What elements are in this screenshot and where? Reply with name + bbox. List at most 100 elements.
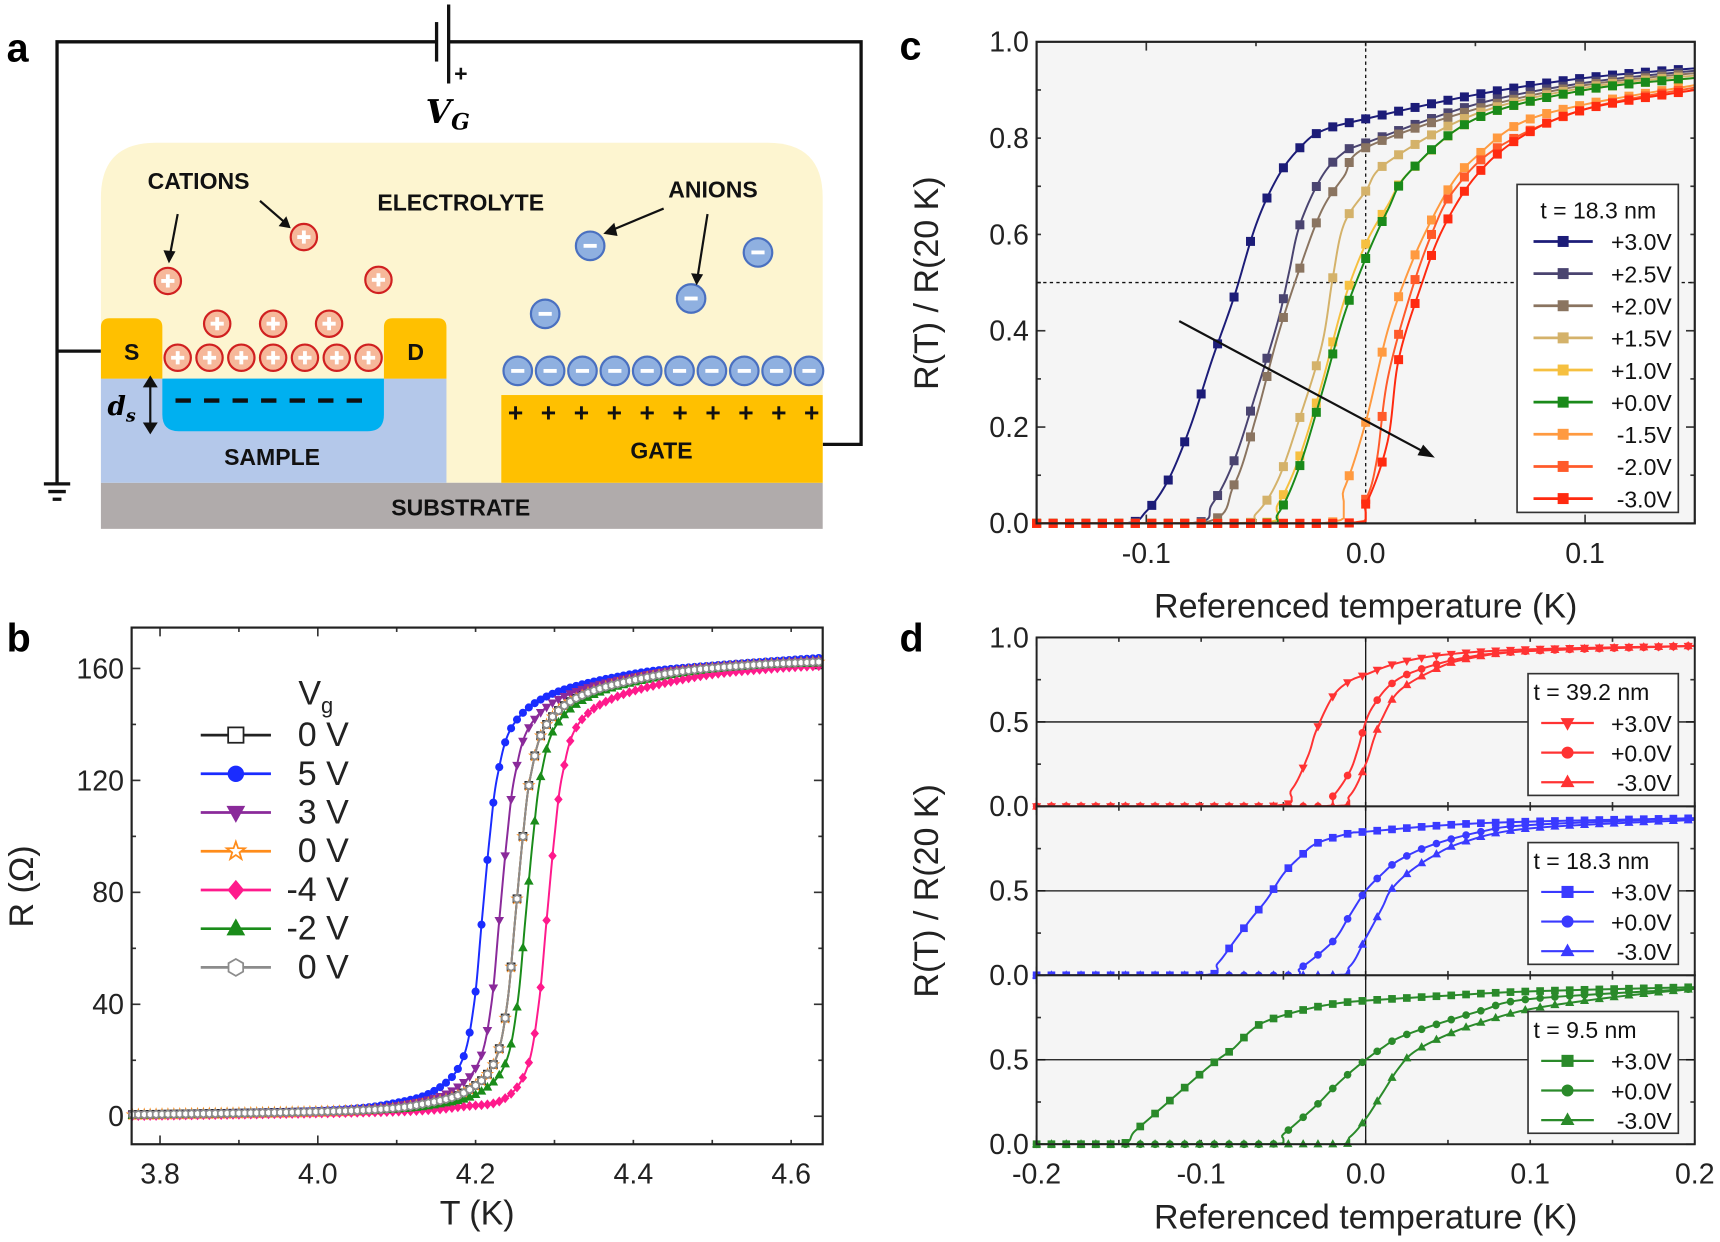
data-point [1254,905,1263,914]
legend: t = 9.5 nm +3.0V +0.0V -3.0V [1527,1010,1680,1135]
data-point [1521,987,1530,996]
x-tick-label: -0.2 [1012,1159,1061,1191]
data-point [1284,1126,1293,1134]
data-point [1417,1025,1426,1034]
gate-voltage-label: VG [426,92,470,136]
data-point [1624,79,1634,89]
data-point [477,1099,486,1111]
data-point [524,1057,534,1068]
data-point [1357,1118,1367,1127]
data-point [1357,767,1367,776]
data-point [1344,295,1354,305]
data-point [1361,143,1371,153]
data-point [1476,111,1486,121]
x-tick-label: 0.0 [1346,538,1386,570]
data-point [1284,864,1293,873]
data-point [1357,672,1367,681]
data-point [1443,194,1453,204]
panel-c-chart: 0.0 0.2 0.4 0.6 0.8 1.0 -0.1 0.0 0.1 t = 18.3 nm +… [908,27,1696,626]
data-point [453,1064,462,1073]
legend-item: 0 V [200,948,349,986]
cation-icon [322,343,352,372]
cation-icon [290,343,320,372]
y-tick-label: 0 [108,1101,124,1133]
x-tick-label: 4.6 [771,1159,811,1191]
legend-marker [1561,915,1574,928]
x-tick-label: 0.0 [1346,1159,1386,1191]
series-0V [125,654,826,1121]
data-point [1229,292,1239,302]
data-point [1550,821,1560,830]
y-axis-label: R(T) / R(20 K) [908,784,946,997]
legend-marker [226,918,246,936]
data-point [1394,355,1404,365]
data-point [1358,997,1367,1005]
series-0V [128,657,823,1120]
data-point [1432,821,1441,830]
anions-label: ANIONS [668,177,758,203]
legend-item: -2.0V [1533,454,1673,480]
legend-label: -3.0V [1617,1108,1673,1134]
data-point [1639,817,1649,826]
data-point [470,1064,481,1074]
legend-item: +3.0V [1541,1049,1672,1075]
data-point [1295,220,1305,230]
cation-icon [314,309,344,338]
data-point [1299,849,1308,858]
legend-label: +3.0V [1611,711,1672,737]
data-point [1431,1034,1441,1043]
data-point [1394,181,1404,191]
data-point [1447,835,1456,843]
data-point [637,683,646,694]
data-point [1388,1037,1396,1046]
panel-d-chart: 0.00.51.0t = 39.2 nm+3.0V+0.0V-3.0V0.00.… [908,622,1715,1236]
data-point [1492,133,1502,143]
data-point [1262,353,1272,363]
data-point [1373,996,1382,1004]
series-line [1036,817,1695,976]
data-point [1377,161,1387,171]
data-point [1344,118,1354,128]
data-point [464,1091,475,1101]
data-point [1509,100,1519,110]
y-tick-label: 120 [76,765,124,797]
data-point [1299,962,1308,971]
data-point [1328,693,1338,702]
data-point [1476,147,1486,157]
legend-label: +0.0V [1611,909,1672,935]
data-point [1278,462,1288,472]
data-point [1314,951,1322,959]
y-tick-label: 0.5 [989,1045,1029,1077]
data-point [471,1100,480,1111]
data-point [1491,828,1501,837]
data-point [1550,644,1560,654]
data-point [1357,939,1367,948]
data-point [530,750,539,761]
legend-label: -2 V [286,910,349,948]
legend-marker [1557,493,1569,505]
legend-label: -2.0V [1617,454,1673,480]
data-point [559,692,570,702]
legend-marker [1560,718,1575,731]
data-point [1358,828,1367,836]
cation-icon [258,309,288,338]
legend-item: -3.0V [1541,770,1672,796]
series--2V [127,657,824,1119]
data-point [1461,653,1471,663]
data-point [554,794,563,805]
data-point [1388,995,1396,1003]
data-point [1505,1008,1516,1017]
source-label: S [124,339,139,365]
data-point [512,893,522,904]
anion-icon [675,283,707,314]
data-point [1195,1070,1204,1079]
data-point [459,1101,468,1112]
data-point [1410,250,1420,260]
data-point [1427,118,1437,128]
y-tick-label: 0.0 [989,508,1029,540]
battery-plus-sign: + [454,60,467,86]
plus-charge: + [640,397,655,427]
data-point [560,760,569,771]
data-point [1343,915,1352,923]
data-point [1254,1021,1263,1029]
